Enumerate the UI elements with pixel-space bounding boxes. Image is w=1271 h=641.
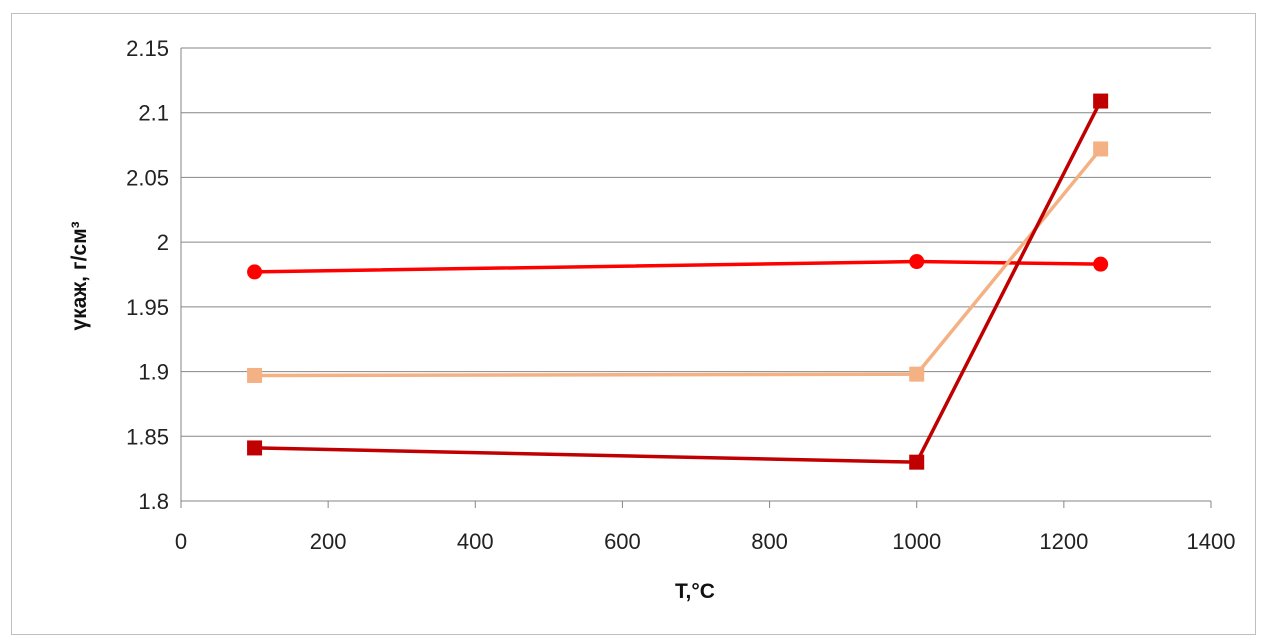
y-axis-title: γкаж, г/см³ <box>68 221 91 330</box>
data-point <box>1093 93 1109 109</box>
y-tick-label: 1.85 <box>126 424 169 449</box>
data-point <box>909 254 925 270</box>
y-tick-label: 2.1 <box>138 101 169 126</box>
x-tick-label: 600 <box>604 529 641 554</box>
series-1 <box>247 254 1109 280</box>
y-tick-labels: 1.8 1.85 1.9 1.95 2 2.05 2.1 2.15 <box>126 36 169 514</box>
grid-lines <box>181 47 1211 437</box>
data-point <box>909 366 925 382</box>
data-point <box>1093 141 1109 157</box>
data-point <box>1093 256 1109 272</box>
series-line <box>254 259 1101 274</box>
y-tick-label: 1.8 <box>138 489 169 514</box>
data-point <box>247 264 263 280</box>
x-tick-label: 200 <box>310 529 347 554</box>
series-3 <box>247 93 1109 470</box>
axes <box>180 48 1212 508</box>
data-point <box>247 367 263 383</box>
x-tick-label: 1000 <box>892 529 941 554</box>
data-point <box>909 454 925 470</box>
x-tick-label: 0 <box>175 529 187 554</box>
x-tick-label: 400 <box>457 529 494 554</box>
y-tick-label: 1.95 <box>126 295 169 320</box>
series-line <box>254 100 1103 464</box>
data-point <box>247 440 263 456</box>
y-tick-label: 2.15 <box>126 36 169 61</box>
series <box>247 93 1109 470</box>
x-tick-label: 800 <box>751 529 788 554</box>
y-tick-label: 2.05 <box>126 165 169 190</box>
x-tick-labels: 0 200 400 600 800 1000 1200 1400 <box>175 529 1236 554</box>
y-tick-label: 1.9 <box>138 360 169 385</box>
x-axis-title: T,°C <box>675 580 715 603</box>
x-tick-label: 1200 <box>1039 529 1088 554</box>
x-tick-label: 1400 <box>1187 529 1236 554</box>
y-tick-label: 2 <box>157 230 169 255</box>
chart-frame <box>11 13 1256 635</box>
